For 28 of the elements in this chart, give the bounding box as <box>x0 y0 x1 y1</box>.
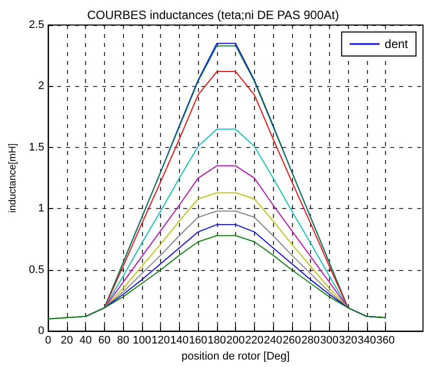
x-tick-label: 240 <box>264 334 282 347</box>
chart-title: COURBES inductances (teta;ni DE PAS 900At) <box>87 8 339 22</box>
x-tick-label: 40 <box>80 334 92 347</box>
x-axis-title: position de rotor [Deg] <box>181 350 290 362</box>
x-tick-label: 340 <box>358 334 376 347</box>
y-axis-title: inductance[mH] <box>8 143 18 213</box>
y-tick-label: 2 <box>38 80 44 92</box>
legend-label: dent <box>384 37 409 51</box>
x-tick-label: 360 <box>376 334 395 347</box>
y-tick-label: 1.5 <box>28 141 44 154</box>
y-tick-label: 1 <box>38 202 44 215</box>
x-tick-label: 280 <box>301 334 320 347</box>
x-tick-label: 180 <box>208 334 226 347</box>
x-tick-label: 300 <box>320 334 338 347</box>
x-tick-label: 120 <box>151 334 170 347</box>
x-tick-label: 60 <box>98 334 111 347</box>
x-tick-label: 100 <box>132 334 152 347</box>
x-tick-label: 80 <box>117 334 130 347</box>
x-tick-label: 20 <box>60 334 74 347</box>
x-tick-label: 320 <box>338 334 358 347</box>
x-tick-label: 220 <box>245 334 264 347</box>
y-tick-label: 2.5 <box>28 19 44 31</box>
y-tick-label: 0 <box>38 325 44 338</box>
x-tick-label: 200 <box>226 334 245 347</box>
x-tick-label: 160 <box>188 334 208 347</box>
x-tick-label: 260 <box>282 334 301 347</box>
y-tick-label: 0.5 <box>28 264 44 276</box>
x-tick-label: 140 <box>170 334 189 347</box>
